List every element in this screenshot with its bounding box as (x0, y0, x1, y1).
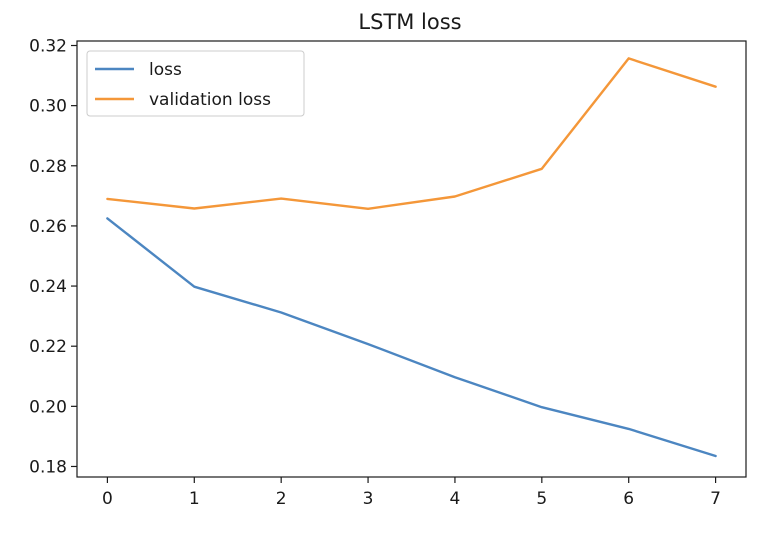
x-axis: 0 1 2 3 4 5 6 7 (102, 477, 721, 509)
series-line-0 (106, 217, 717, 458)
y-tick-label: 0.26 (29, 217, 67, 237)
x-tick-label: 4 (450, 489, 461, 509)
y-tick-label: 0.32 (29, 37, 67, 57)
legend: loss validation loss (86, 50, 305, 117)
x-tick-label: 6 (623, 489, 634, 509)
chart-title: LSTM loss (358, 10, 461, 34)
y-tick-label: 0.28 (29, 157, 67, 177)
x-tick-label: 2 (276, 489, 287, 509)
x-tick-label: 5 (536, 489, 547, 509)
x-tick-label: 7 (710, 489, 721, 509)
series-lines (106, 57, 717, 458)
series-line-1 (106, 57, 717, 211)
legend-label-1: validation loss (149, 90, 271, 110)
x-tick-label: 3 (363, 489, 374, 509)
y-tick-label: 0.24 (29, 277, 67, 297)
y-tick-label: 0.22 (29, 337, 67, 357)
y-tick-label: 0.20 (29, 397, 67, 417)
y-axis: 0.18 0.20 0.22 0.24 0.26 0.28 0.30 0.32 (29, 37, 77, 477)
y-tick-label: 0.18 (29, 457, 67, 477)
x-tick-label: 1 (189, 489, 200, 509)
y-tick-label: 0.30 (29, 97, 67, 117)
x-tick-label: 0 (102, 489, 113, 509)
legend-label-0: loss (149, 60, 182, 80)
legend-box (86, 50, 305, 117)
